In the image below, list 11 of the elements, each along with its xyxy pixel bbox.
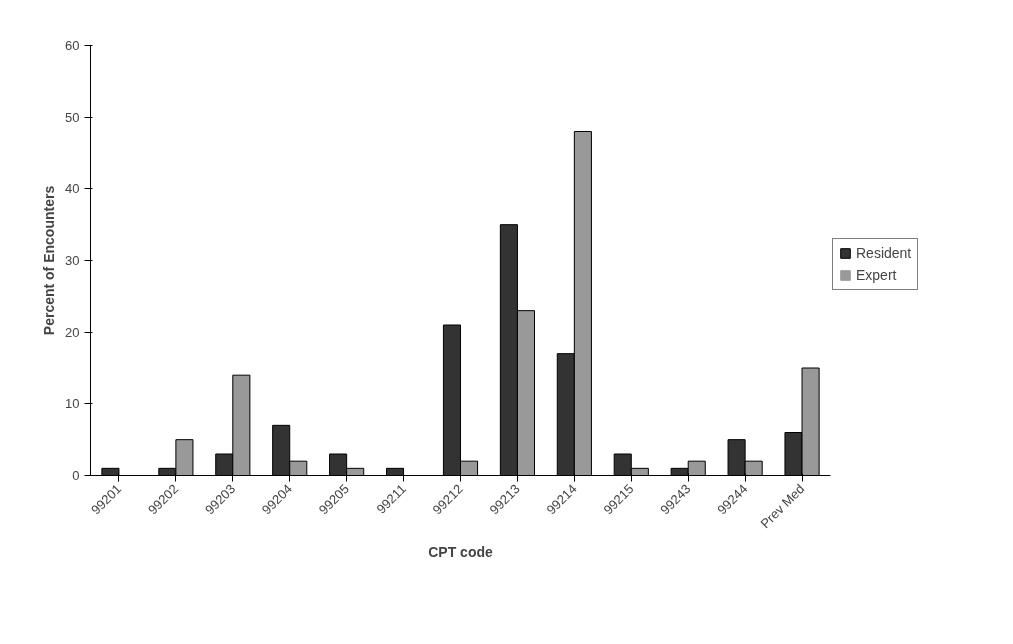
- legend-label: Resident: [856, 245, 912, 261]
- y-tick-label: 30: [65, 253, 80, 268]
- y-tick-label: 0: [72, 468, 80, 483]
- y-tick-label: 10: [65, 396, 80, 412]
- x-axis-title: CPT code: [428, 544, 493, 561]
- legend-label: Expert: [856, 267, 897, 283]
- y-tick-label: 40: [65, 181, 80, 197]
- y-tick-label: 20: [65, 324, 80, 340]
- y-tick-label: 50: [65, 109, 80, 125]
- y-tick-label: 60: [65, 38, 80, 53]
- y-axis-title: Percent of Encounters: [41, 185, 58, 336]
